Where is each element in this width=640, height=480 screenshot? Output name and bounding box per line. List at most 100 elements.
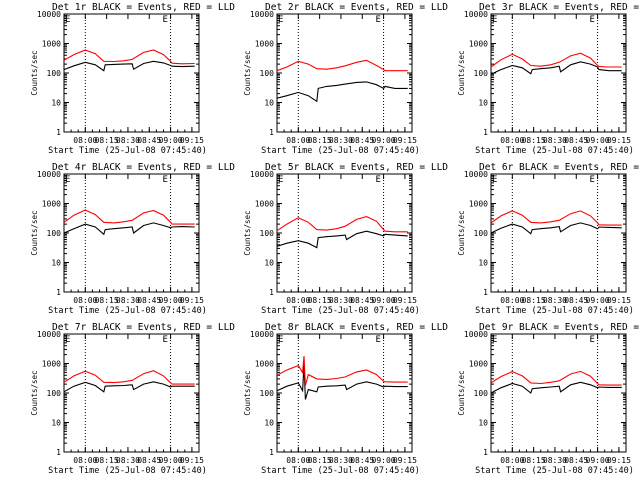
panel-title: Det 4r BLACK = Events, RED = LLD	[52, 162, 235, 173]
y-tick-label: 10000	[37, 170, 61, 179]
x-tick-label: 09:15	[607, 136, 631, 145]
detector-panel: Det 5r BLACK = Events, RED = LLD 1 10 100 10…	[243, 162, 448, 316]
x-tick-label: 08:30	[543, 136, 567, 145]
detector-panel: Det 3r BLACK = Events, RED = LLD 1 10 100 10…	[457, 2, 640, 156]
lld-rate-line	[276, 355, 408, 386]
event-marker-label: E	[65, 335, 70, 345]
y-tick-label: 100	[474, 69, 489, 78]
lld-rate-line	[490, 370, 622, 386]
y-tick-label: 10000	[37, 10, 61, 19]
x-tick-label: 08:30	[116, 456, 140, 465]
lld-rate-line	[276, 59, 408, 72]
y-tick-label: 1000	[469, 360, 488, 369]
x-tick-label: 08:00	[286, 296, 310, 305]
x-tick-label: 08:00	[500, 296, 524, 305]
detector-panel: Det 4r BLACK = Events, RED = LLD 1 10 100 10…	[30, 162, 235, 316]
y-tick-label: 10	[264, 259, 274, 268]
x-tick-label: 08:15	[308, 456, 332, 465]
event-marker-label: E	[492, 15, 497, 25]
y-tick-label: 1	[483, 448, 488, 457]
plot-frame	[490, 13, 627, 133]
x-axis-label: Start Time (25-Jul-08 07:45:40)	[475, 306, 634, 316]
panel-title: Det 6r BLACK = Events, RED = LLD	[479, 162, 640, 173]
y-axis-label: Counts/sec	[457, 210, 466, 255]
x-tick-label: 08:00	[73, 456, 97, 465]
y-tick-label: 100	[47, 389, 62, 398]
y-tick-label: 1	[483, 128, 488, 137]
x-tick-label: 08:00	[286, 456, 310, 465]
x-tick-label: 08:45	[350, 136, 374, 145]
y-tick-label: 1000	[255, 40, 274, 49]
x-tick-label: 08:00	[73, 136, 97, 145]
y-tick-label: 10	[51, 419, 61, 428]
y-tick-label: 10000	[464, 10, 488, 19]
plot-frame	[490, 173, 627, 293]
y-tick-label: 100	[47, 69, 62, 78]
y-tick-label: 1	[269, 128, 274, 137]
plot-frame	[63, 173, 200, 293]
x-axis-label: Start Time (25-Jul-08 07:45:40)	[48, 466, 207, 476]
event-rate-line	[276, 81, 408, 103]
y-tick-label: 1000	[255, 360, 274, 369]
x-tick-label: 08:30	[543, 296, 567, 305]
x-axis-label: Start Time (25-Jul-08 07:45:40)	[475, 466, 634, 476]
plot-frame	[276, 333, 413, 453]
detector-panel: Det 6r BLACK = Events, RED = LLD 1 10 100 10…	[457, 162, 640, 316]
y-tick-label: 1000	[255, 200, 274, 209]
panel-title: Det 9r BLACK = Events, RED = LLD	[479, 322, 640, 333]
event-rate-line	[276, 364, 408, 400]
y-tick-label: 10	[478, 419, 488, 428]
x-tick-label: 08:45	[137, 456, 161, 465]
x-tick-label: 08:15	[95, 456, 119, 465]
x-tick-label: 08:45	[137, 296, 161, 305]
x-tick-label: 08:45	[564, 456, 588, 465]
panel-title: Det 8r BLACK = Events, RED = LLD	[265, 322, 448, 333]
y-tick-label: 10	[51, 259, 61, 268]
y-tick-label: 1	[483, 288, 488, 297]
x-tick-label: 08:00	[73, 296, 97, 305]
y-tick-label: 1	[269, 448, 274, 457]
x-axis-label: Start Time (25-Jul-08 07:45:40)	[261, 306, 420, 316]
y-tick-label: 10000	[464, 170, 488, 179]
y-tick-label: 1000	[42, 40, 61, 49]
event-marker-label: E	[278, 15, 283, 25]
plot-frame	[63, 13, 200, 133]
event-marker-label: E	[590, 335, 595, 345]
lld-rate-line	[63, 49, 195, 65]
lld-rate-line	[276, 216, 408, 233]
panel-title: Det 7r BLACK = Events, RED = LLD	[52, 322, 235, 333]
x-tick-label: 08:15	[522, 136, 546, 145]
y-tick-label: 100	[474, 229, 489, 238]
y-tick-label: 10000	[250, 10, 274, 19]
y-axis-label: Counts/sec	[30, 50, 39, 95]
y-axis-label: Counts/sec	[457, 50, 466, 95]
detector-panel: Det 1r BLACK = Events, RED = LLD 1 10 100 10…	[30, 2, 235, 156]
event-marker-label: E	[590, 175, 595, 185]
x-tick-label: 08:15	[95, 136, 119, 145]
y-axis-label: Counts/sec	[243, 370, 252, 415]
event-marker-label: E	[590, 15, 595, 25]
event-marker-label: E	[65, 15, 70, 25]
lld-rate-line	[490, 52, 622, 68]
x-tick-label: 08:45	[137, 136, 161, 145]
event-marker-label: E	[163, 15, 168, 25]
x-axis-label: Start Time (25-Jul-08 07:45:40)	[48, 146, 207, 156]
y-tick-label: 10	[478, 259, 488, 268]
x-tick-label: 09:00	[586, 136, 610, 145]
event-marker-label: E	[65, 175, 70, 185]
event-marker-label: E	[492, 335, 497, 345]
x-tick-label: 08:15	[308, 296, 332, 305]
x-axis-label: Start Time (25-Jul-08 07:45:40)	[261, 146, 420, 156]
lld-rate-line	[63, 209, 195, 225]
y-tick-label: 1	[56, 288, 61, 297]
x-axis-label: Start Time (25-Jul-08 07:45:40)	[475, 146, 634, 156]
x-tick-label: 09:15	[607, 456, 631, 465]
x-tick-label: 08:00	[500, 136, 524, 145]
y-tick-label: 100	[47, 229, 62, 238]
x-tick-label: 09:15	[393, 136, 417, 145]
y-tick-label: 1000	[469, 40, 488, 49]
y-tick-label: 100	[474, 389, 489, 398]
x-tick-label: 09:00	[586, 296, 610, 305]
event-marker-label: E	[163, 175, 168, 185]
x-axis-label: Start Time (25-Jul-08 07:45:40)	[48, 306, 207, 316]
